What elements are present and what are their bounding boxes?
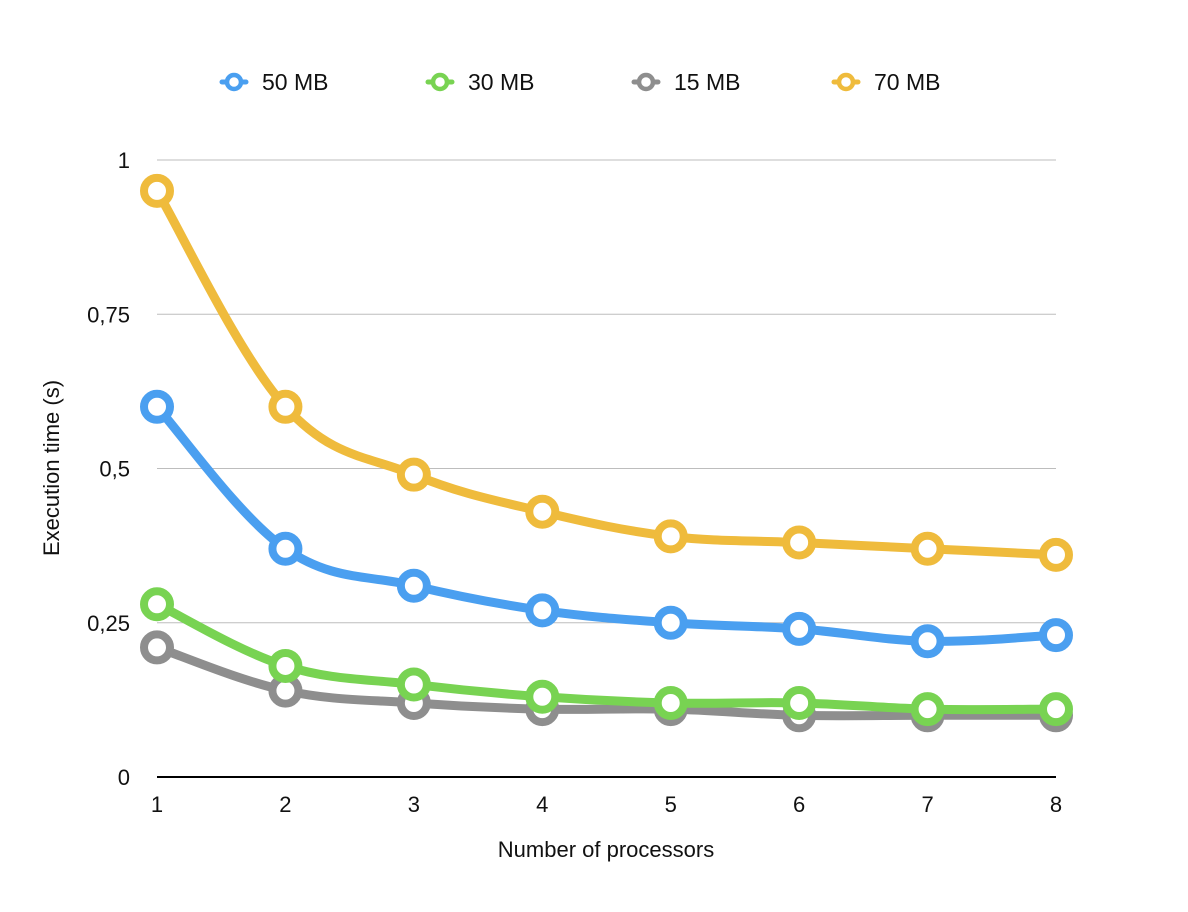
data-point-30-mb (782, 685, 817, 720)
y-axis-label: Execution time (s) (39, 380, 64, 556)
legend-marker-30-mb (430, 72, 450, 92)
data-point-70-mb (910, 531, 945, 566)
data-point-30-mb (910, 692, 945, 727)
legend-label-15-mb: 15 MB (674, 69, 740, 95)
data-point-50-mb (525, 593, 560, 628)
legend-marker-15-mb (636, 72, 656, 92)
legend: 50 MB 30 MB 15 MB 70 MB (219, 69, 940, 95)
data-point-70-mb (268, 389, 303, 424)
y-tick-labels: 0 0,25 0,5 0,75 1 (87, 148, 130, 790)
data-point-50-mb (782, 611, 817, 646)
data-point-30-mb (525, 679, 560, 714)
series-group (140, 173, 1073, 733)
data-point-15-mb (140, 630, 174, 665)
data-point-30-mb (653, 685, 688, 720)
data-point-70-mb (1039, 537, 1073, 572)
y-tick-label: 0,75 (87, 302, 130, 327)
series-line-70-mb (152, 186, 1061, 560)
data-point-50-mb (268, 531, 303, 566)
x-tick-label: 4 (536, 792, 548, 817)
data-point-50-mb (396, 568, 431, 603)
legend-label-30-mb: 30 MB (468, 69, 534, 95)
data-point-70-mb (782, 525, 817, 560)
x-tick-label: 8 (1050, 792, 1062, 817)
x-tick-label: 5 (665, 792, 677, 817)
data-point-50-mb (1039, 618, 1073, 653)
data-point-70-mb (525, 494, 560, 529)
data-point-50-mb (653, 605, 688, 640)
legend-marker-70-mb (836, 72, 856, 92)
data-point-30-mb (268, 648, 303, 683)
x-tick-label: 6 (793, 792, 805, 817)
x-tick-label: 1 (151, 792, 163, 817)
legend-label-50-mb: 50 MB (262, 69, 328, 95)
x-tick-label: 2 (279, 792, 291, 817)
y-tick-label: 0,5 (99, 457, 130, 482)
x-tick-labels: 1 2 3 4 5 6 7 8 (151, 792, 1062, 817)
data-point-70-mb (653, 519, 688, 554)
legend-label-70-mb: 70 MB (874, 69, 940, 95)
y-tick-label: 0,25 (87, 611, 130, 636)
x-axis-label: Number of processors (498, 837, 714, 862)
data-point-30-mb (1039, 692, 1073, 727)
data-point-70-mb (140, 173, 174, 208)
data-point-30-mb (140, 587, 174, 622)
y-tick-label: 1 (118, 148, 130, 173)
data-point-50-mb (910, 624, 945, 659)
gridlines (157, 159, 1056, 778)
data-point-30-mb (396, 667, 431, 702)
y-tick-label: 0 (118, 765, 130, 790)
x-tick-label: 7 (921, 792, 933, 817)
data-point-50-mb (140, 389, 174, 424)
legend-marker-50-mb (224, 72, 244, 92)
data-point-70-mb (396, 457, 431, 492)
x-tick-label: 3 (408, 792, 420, 817)
